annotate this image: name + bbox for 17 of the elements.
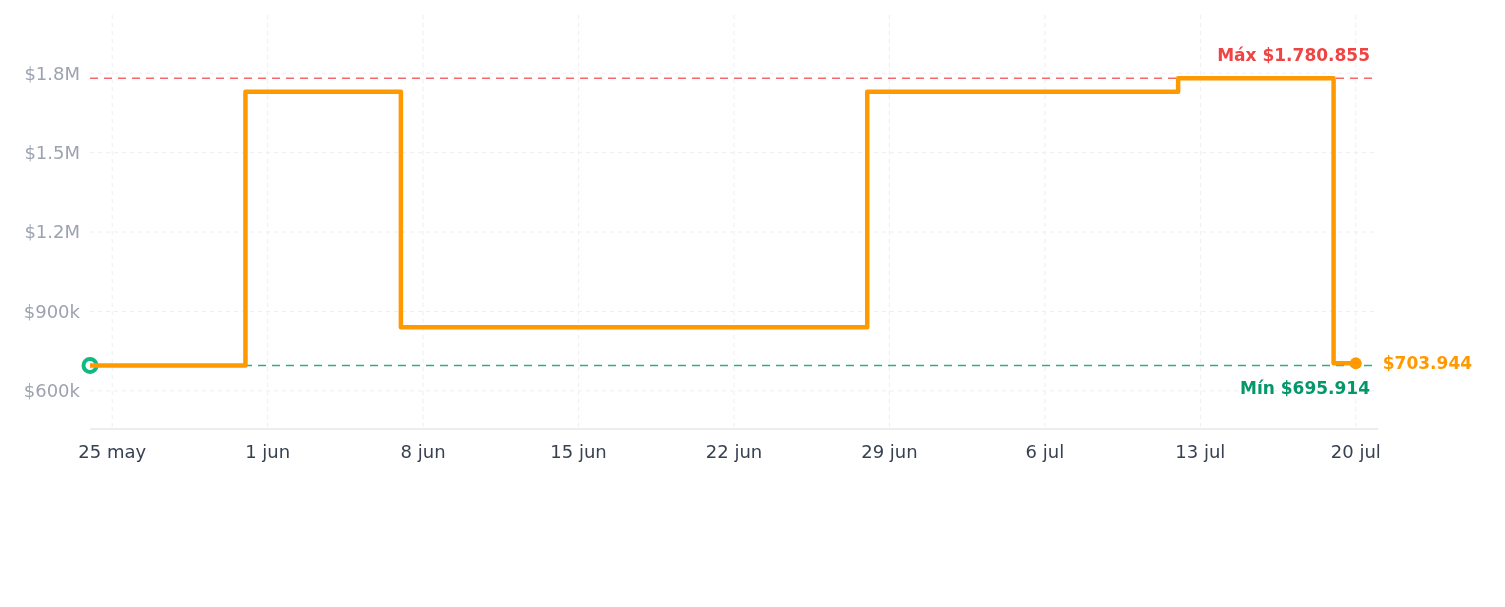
x-tick-label: 13 jul <box>1175 441 1226 462</box>
ref-line-label: Mín $695.914 <box>1239 378 1371 399</box>
y-tick-label: $1.8M <box>24 62 80 84</box>
x-tick-label: 20 jul <box>1330 441 1381 462</box>
ref-line-label: Máx $1.780.855 <box>1217 45 1370 66</box>
y-tick-label: $900k <box>23 300 81 322</box>
y-tick-label: $600k <box>23 380 81 402</box>
y-tick-label: $1.5M <box>24 141 80 163</box>
x-tick-label: 22 jun <box>705 441 763 462</box>
x-tick-label: 8 jun <box>400 441 446 462</box>
x-tick-label: 6 jul <box>1025 441 1065 462</box>
x-tick-label: 15 jun <box>550 441 607 462</box>
annotation: $703.944 <box>1382 353 1473 374</box>
x-tick-label: 1 jun <box>245 441 291 462</box>
x-tick-label: 29 jun <box>861 441 918 462</box>
y-tick-label: $1.2M <box>24 221 80 243</box>
x-tick-label: 25 may <box>78 441 147 462</box>
